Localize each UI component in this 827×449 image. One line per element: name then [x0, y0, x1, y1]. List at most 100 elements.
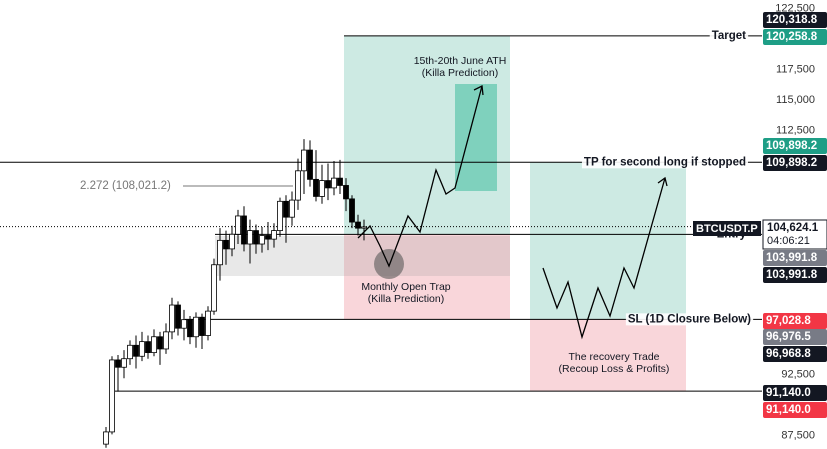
- candle-body: [133, 344, 139, 357]
- price-box-label: 109,898.2: [766, 157, 817, 169]
- zone: [344, 234, 510, 320]
- price-box: [763, 250, 827, 266]
- candle-body: [259, 235, 265, 245]
- price-box-label: 91,140.0: [766, 387, 811, 399]
- candle-body: [319, 180, 325, 197]
- candle-body: [121, 358, 127, 368]
- candle-body: [343, 185, 349, 200]
- candle-body: [307, 149, 313, 180]
- candle-body: [331, 177, 337, 189]
- candle-body: [187, 319, 193, 338]
- price-box-label: 103,991.8: [766, 269, 818, 281]
- candle-body: [253, 230, 259, 245]
- annotation: The recovery Trade: [568, 351, 659, 363]
- price-box: [763, 385, 827, 401]
- candle-body: [349, 198, 355, 223]
- candle-body: [199, 316, 205, 336]
- candle-body: [235, 215, 241, 235]
- label-bg: [625, 313, 754, 326]
- annotation: (Recoup Loss & Profits): [559, 363, 670, 375]
- y-tick-label: 112,500: [776, 124, 815, 136]
- price-box-label: 120,258.8: [766, 31, 818, 43]
- candle-body: [175, 304, 181, 329]
- current-price-label: 104,624.1: [767, 222, 819, 234]
- symbol-box: [693, 221, 761, 236]
- candle-body: [145, 341, 151, 354]
- annotations: 15th-20th June ATH(Killa Prediction)Mont…: [361, 55, 669, 375]
- trap-circle: [374, 249, 404, 279]
- price-box-label: 103,991.8: [766, 252, 818, 264]
- price-box-label: 109,898.2: [766, 140, 817, 152]
- price-box: [763, 12, 827, 28]
- candle-body: [151, 336, 157, 354]
- candle-body: [181, 319, 187, 329]
- price-box-label: 96,968.8: [766, 348, 811, 360]
- price-box: [763, 267, 827, 283]
- candle-body: [169, 304, 175, 333]
- label-bg: [709, 29, 749, 42]
- annotation: (Killa Prediction): [422, 67, 498, 79]
- candle-body: [109, 359, 115, 433]
- price-box-label: 120,318.8: [766, 14, 818, 26]
- candle-body: [283, 200, 289, 218]
- candle-body: [295, 170, 301, 201]
- y-tick-label: 87,500: [781, 429, 815, 441]
- candle-body: [301, 149, 307, 172]
- candle-body: [211, 264, 217, 312]
- candle-body: [115, 359, 121, 368]
- candle-body: [289, 199, 295, 218]
- zone: [530, 319, 686, 392]
- ath-box: [455, 84, 497, 191]
- candle-body: [223, 239, 229, 250]
- price-box-label: 91,140.0: [766, 404, 811, 416]
- price-box-label: 97,028.8: [766, 315, 811, 327]
- candle-body: [163, 331, 169, 350]
- price-box: [763, 402, 827, 418]
- candle-body: [205, 310, 211, 336]
- candle-body: [229, 233, 235, 250]
- projection-path: [542, 177, 666, 340]
- candle-body: [241, 215, 247, 245]
- annotation: Monthly Open Trap: [361, 281, 450, 293]
- arrow-head: [473, 85, 484, 96]
- y-tick-label: 117,500: [776, 63, 815, 75]
- y-tick-label: 115,000: [776, 94, 815, 106]
- price-box: [763, 313, 827, 329]
- candle-body: [139, 341, 145, 357]
- candle-body: [103, 431, 109, 445]
- level-label: TP for second long if stopped: [584, 156, 746, 168]
- annotation: (Killa Prediction): [368, 293, 444, 305]
- axis: 122,500 117,500 115,000 112,500 92,500 87,500…: [693, 2, 827, 441]
- projection-path: [357, 85, 483, 268]
- candle-body: [271, 230, 277, 240]
- candle-body: [277, 200, 283, 232]
- price-box: [763, 346, 827, 362]
- annotation: 15th-20th June ATH: [414, 55, 507, 67]
- candles: [103, 139, 367, 448]
- level-label: SL (1D Closure Below): [628, 313, 751, 325]
- candle-body: [337, 177, 343, 186]
- countdown: 04:06:21: [767, 235, 810, 247]
- symbol-label: BTCUSDT.P: [696, 223, 758, 235]
- price-box: [763, 29, 827, 45]
- fib-label: 2.272 (108,021.2): [80, 180, 171, 192]
- candle-body: [265, 235, 271, 240]
- price-box: [763, 138, 827, 154]
- candle-body: [361, 226, 367, 229]
- candle-body: [313, 178, 319, 197]
- level-label: Target: [712, 30, 746, 42]
- candle-body: [325, 180, 331, 189]
- price-box-label: 96,976.5: [766, 331, 811, 343]
- price-box: [763, 329, 827, 345]
- zone: [530, 162, 686, 320]
- candle-body: [127, 344, 133, 360]
- y-tick-label: 122,500: [775, 2, 815, 14]
- y-tick-label: 92,500: [781, 368, 815, 380]
- price-box: [763, 155, 827, 171]
- candle-body: [217, 239, 223, 266]
- arrow-head: [657, 176, 668, 187]
- candle-body: [193, 316, 199, 338]
- label-bg: [581, 156, 748, 169]
